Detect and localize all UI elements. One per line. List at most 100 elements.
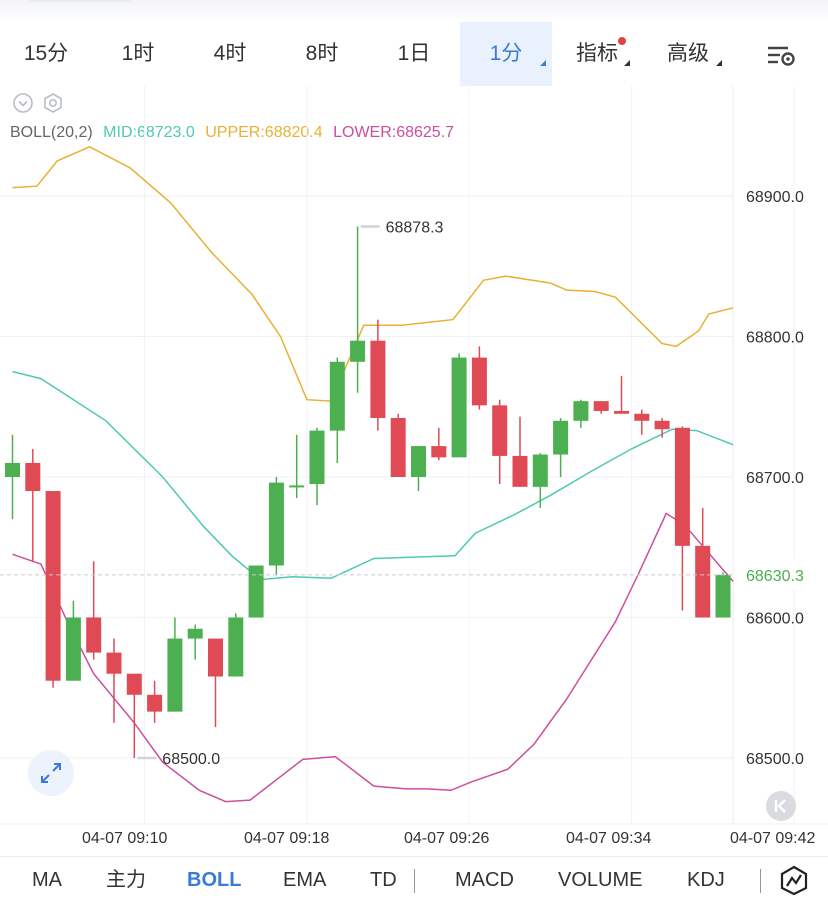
time-label: 04-07 09:10 xyxy=(82,830,168,847)
boll-lower-value: LOWER:68625.7 xyxy=(333,124,455,141)
tab-advanced[interactable]: 高级 xyxy=(650,22,726,86)
time-label: 04-07 09:18 xyxy=(244,830,330,847)
candle xyxy=(654,417,670,438)
candle-body xyxy=(390,417,406,477)
tab-boll[interactable]: BOLL xyxy=(187,869,242,891)
candle-body xyxy=(126,673,142,695)
price-axis: 68900.0 68800.0 68700.0 68600.0 68500.0 xyxy=(746,189,804,768)
tab-kdj[interactable]: KDJ xyxy=(687,869,725,891)
tab-td[interactable]: TD xyxy=(370,869,397,891)
tab-1min[interactable]: 1分 xyxy=(460,22,552,86)
candle-body xyxy=(147,694,163,712)
dropdown-triangle-icon xyxy=(624,60,630,66)
tab-divider xyxy=(760,869,761,893)
time-label: 04-07 09:42 xyxy=(730,830,816,847)
last-price-bg xyxy=(736,560,828,589)
tab-label: 高级 xyxy=(667,42,709,65)
list-settings-icon[interactable] xyxy=(764,40,798,70)
tab-main-force[interactable]: 主力 xyxy=(106,869,146,891)
tab-volume[interactable]: VOLUME xyxy=(558,869,643,891)
price-chart[interactable]: 68900.0 68800.0 68700.0 68600.0 68500.0 6863… xyxy=(0,80,828,826)
time-label: 04-07 09:34 xyxy=(566,830,652,847)
candle-body xyxy=(5,462,20,477)
candle xyxy=(289,434,305,499)
expand-button[interactable] xyxy=(28,750,74,796)
candle xyxy=(451,353,467,458)
high-price-label: 68878.3 xyxy=(386,219,444,236)
tab-indicators[interactable]: 指标 xyxy=(560,22,634,86)
candle xyxy=(512,416,528,487)
boll-legend: BOLL(20,2) MID:68723.0 UPPER:68820.4 LOW… xyxy=(10,124,460,142)
tab-1day[interactable]: 1日 xyxy=(372,22,456,86)
candle xyxy=(248,565,264,618)
candle-body xyxy=(350,340,366,362)
tab-divider xyxy=(414,869,415,893)
candle-body xyxy=(187,628,203,639)
boll-name: BOLL(20,2) xyxy=(10,124,93,141)
candle-body xyxy=(634,413,650,421)
candle xyxy=(65,600,81,681)
candle-body xyxy=(167,638,183,712)
candle-body xyxy=(512,455,528,487)
tab-label: 1日 xyxy=(397,42,431,65)
candle xyxy=(674,426,690,611)
candle-body xyxy=(593,401,609,411)
y-tick-label: 68800.0 xyxy=(746,330,804,347)
candle xyxy=(5,434,20,520)
tab-15min[interactable]: 15分 xyxy=(4,22,88,86)
boll-upper-line xyxy=(12,145,734,402)
line-chart-icon[interactable] xyxy=(778,864,810,896)
tab-label: 15分 xyxy=(23,42,69,65)
candle-body xyxy=(573,401,589,421)
candle xyxy=(126,673,142,758)
candle xyxy=(350,226,366,393)
candle-body xyxy=(674,427,690,546)
skip-back-icon xyxy=(774,799,786,813)
candle xyxy=(106,638,122,723)
candle xyxy=(228,613,244,677)
y-tick-label: 68700.0 xyxy=(746,470,804,487)
y-tick-label: 68600.0 xyxy=(746,611,804,628)
drag-handle[interactable] xyxy=(28,0,132,2)
hexagon-gear-icon[interactable] xyxy=(42,92,64,114)
bollinger-bands xyxy=(12,145,734,803)
tab-label: 4时 xyxy=(213,42,247,65)
tab-1hour[interactable]: 1时 xyxy=(96,22,180,86)
candle xyxy=(532,453,548,508)
candle-body xyxy=(715,574,731,618)
chevron-down-circle-icon[interactable] xyxy=(12,92,34,114)
candle xyxy=(411,446,426,492)
tab-macd[interactable]: MACD xyxy=(455,869,514,891)
candle xyxy=(695,507,711,618)
time-label: 04-07 09:26 xyxy=(404,830,490,847)
candle-body xyxy=(65,617,81,681)
tab-ma[interactable]: MA xyxy=(32,869,62,891)
candle xyxy=(329,357,345,463)
candle xyxy=(634,409,650,435)
candle xyxy=(187,624,203,660)
chart-grid xyxy=(0,86,828,825)
low-price-label: 68500.0 xyxy=(162,751,220,768)
candle-body xyxy=(289,485,305,488)
scroll-to-latest-button[interactable] xyxy=(766,791,796,821)
top-shade xyxy=(0,0,828,22)
tab-8hour[interactable]: 8时 xyxy=(280,22,364,86)
candle-body xyxy=(532,454,548,487)
candle-body xyxy=(654,420,670,430)
tab-label: 1时 xyxy=(121,42,155,65)
candle xyxy=(553,417,569,477)
candle xyxy=(25,448,41,562)
candle-body xyxy=(106,652,122,674)
boll-mid-line xyxy=(12,370,734,581)
timeframe-tab-bar: 15分 1时 4时 8时 1日 1分 指标 高级 xyxy=(0,22,828,86)
tab-ema[interactable]: EMA xyxy=(283,869,327,891)
tab-4hour[interactable]: 4时 xyxy=(188,22,272,86)
candle xyxy=(614,375,629,414)
boll-upper-value: UPPER:68820.4 xyxy=(205,124,323,141)
candle xyxy=(147,680,163,723)
candle xyxy=(573,399,589,428)
candle xyxy=(471,346,487,410)
time-axis: 04-07 09:10 04-07 09:18 04-07 09:26 04-0… xyxy=(0,826,828,856)
candle-body xyxy=(329,361,345,431)
candle xyxy=(268,477,284,576)
